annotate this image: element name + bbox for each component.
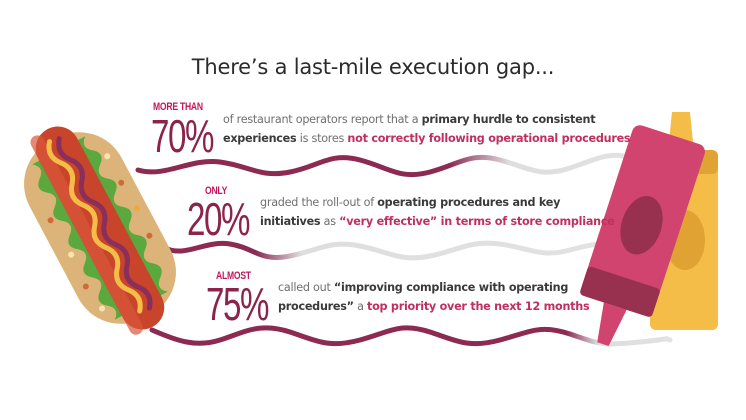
stat-value: 75% bbox=[206, 278, 269, 330]
wave-line-1 bbox=[135, 152, 643, 178]
page-title: There’s a last-mile execution gap... bbox=[191, 55, 555, 79]
hot-dog-icon bbox=[24, 126, 176, 335]
stat-value: 20% bbox=[187, 193, 250, 245]
stat-value: 70% bbox=[151, 110, 214, 162]
stat-qualifier: ALMOST bbox=[216, 270, 251, 282]
ketchup-bottle-icon bbox=[580, 125, 705, 346]
stat-description: graded the roll-out of operating procedu… bbox=[260, 196, 615, 228]
wave-line-2 bbox=[162, 240, 623, 261]
wave-line-3 bbox=[149, 325, 673, 347]
stat-description: of restaurant operators report that a pr… bbox=[223, 113, 631, 145]
stat-qualifier: ONLY bbox=[205, 185, 228, 197]
stat-qualifier: MORE THAN bbox=[153, 101, 203, 113]
stat-description: called out “improving compliance with op… bbox=[278, 281, 590, 313]
